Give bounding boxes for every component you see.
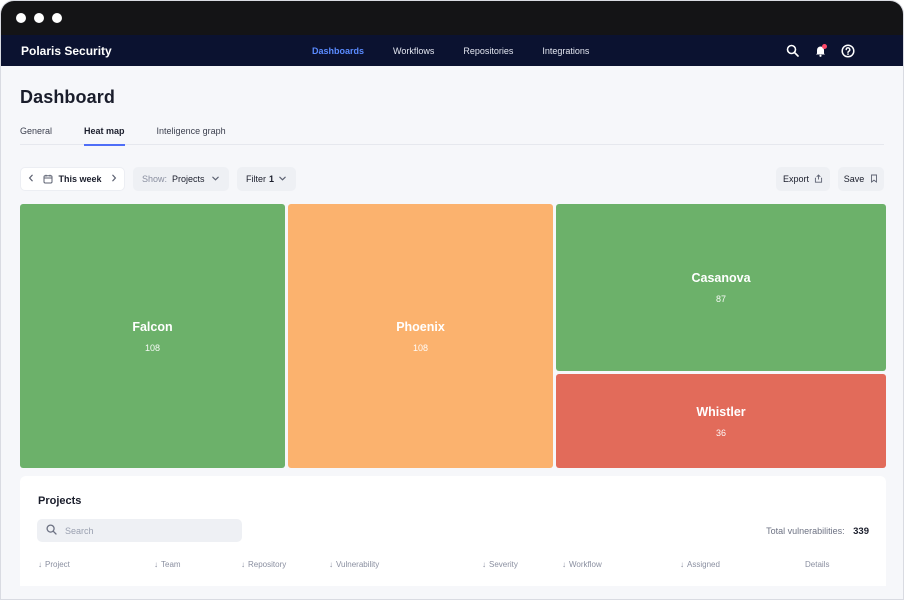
show-value: Projects <box>172 174 205 184</box>
week-selector: This week <box>20 167 125 191</box>
bookmark-icon <box>870 174 878 185</box>
tile-name: Whistler <box>696 404 746 419</box>
show-dropdown[interactable]: Show: Projects <box>133 167 229 191</box>
show-prefix: Show: <box>142 174 168 184</box>
filter-dropdown[interactable]: Filter 1 <box>237 167 296 191</box>
page-title: Dashboard <box>20 87 115 107</box>
toolbar-actions: Export Save <box>776 167 884 191</box>
tile-value: 108 <box>144 342 161 353</box>
sort-arrow-icon: ↓ <box>154 560 158 569</box>
brand-name[interactable]: Polaris Security <box>21 43 112 58</box>
total-label: Total vulnerabilities: <box>766 526 845 536</box>
tile-value: 36 <box>715 427 726 438</box>
sort-arrow-icon: ↓ <box>38 560 42 569</box>
projects-card: Projects Total vulnerabilities: 339 ↓Pro… <box>20 476 886 586</box>
sort-arrow-icon: ↓ <box>482 560 486 569</box>
tab-heat-map[interactable]: Heat map <box>84 126 125 146</box>
window-minimize-dot[interactable] <box>34 13 44 23</box>
title-bar <box>1 1 903 35</box>
search-input[interactable] <box>65 525 225 536</box>
nav-link-workflows[interactable]: Workflows <box>393 45 435 56</box>
share-icon <box>814 173 823 185</box>
table-header: ↓ Project ↓ Team ↓ Repository ↓ Vulnerabilit… <box>38 560 886 572</box>
sort-arrow-icon: ↓ <box>241 560 245 569</box>
notification-dot <box>822 43 827 49</box>
column-header-workflow[interactable]: ↓ Workflow <box>562 560 602 569</box>
tile-value: 108 <box>412 342 429 353</box>
nav-links: Dashboards Workflows Repositories Integr… <box>312 35 618 66</box>
search-icon <box>46 522 57 540</box>
tab-inteligence-graph[interactable]: Inteligence graph <box>156 126 226 136</box>
search-icon[interactable] <box>785 44 799 58</box>
projects-title: Projects <box>38 495 82 507</box>
column-header-severity[interactable]: ↓ Severity <box>482 560 518 569</box>
bell-icon[interactable] <box>813 43 827 58</box>
column-header-vulnerability[interactable]: ↓ Vulnerability <box>329 560 380 569</box>
nav-icons <box>785 35 855 66</box>
heatmap-tile-casanova[interactable]: Casanova 87 <box>556 204 886 371</box>
column-header-details: Details <box>805 560 830 569</box>
chevron-right-icon[interactable] <box>110 174 118 184</box>
nav-link-repositories[interactable]: Repositories <box>463 45 514 56</box>
sort-arrow-icon: ↓ <box>680 560 684 569</box>
projects-search <box>37 519 242 542</box>
filter-count: 1 <box>269 174 275 184</box>
tile-name: Casanova <box>691 271 751 285</box>
chevron-left-icon[interactable] <box>27 174 35 184</box>
heatmap: Falcon 108 Phoenix 108 Casanova 87 Whist… <box>20 204 886 468</box>
week-label: This week <box>58 174 102 184</box>
filter-label: Filter <box>246 174 266 184</box>
window-close-dot[interactable] <box>16 13 26 23</box>
top-navbar: Polaris Security Dashboards Workflows Re… <box>1 35 903 66</box>
heatmap-tile-whistler[interactable]: Whistler 36 <box>556 374 886 468</box>
nav-link-integrations[interactable]: Integrations <box>542 45 590 56</box>
total-value: 339 <box>853 526 869 537</box>
sort-arrow-icon: ↓ <box>562 560 566 569</box>
column-header-repository[interactable]: ↓ Repository <box>241 560 287 569</box>
nav-link-dashboards[interactable]: Dashboards <box>312 45 365 56</box>
chevron-down-icon <box>278 174 287 185</box>
sort-arrow-icon: ↓ <box>329 560 333 569</box>
tile-name: Phoenix <box>396 319 445 334</box>
window-maximize-dot[interactable] <box>52 13 62 23</box>
heatmap-tile-phoenix[interactable]: Phoenix 108 <box>288 204 553 468</box>
help-icon[interactable] <box>841 43 855 58</box>
tile-name: Falcon <box>132 319 173 334</box>
export-button[interactable]: Export <box>776 167 830 191</box>
calendar-icon <box>43 174 53 184</box>
column-header-project[interactable]: ↓ Project <box>38 560 70 569</box>
tab-general[interactable]: General <box>20 126 53 136</box>
total-vulnerabilities: Total vulnerabilities: 339 <box>766 526 869 537</box>
week-label-group[interactable]: This week <box>43 174 102 184</box>
save-label: Save <box>843 174 865 184</box>
save-button[interactable]: Save <box>838 167 884 191</box>
export-label: Export <box>783 174 810 184</box>
heatmap-toolbar: This week Show: Projects Filter 1 <box>20 167 884 191</box>
chevron-down-icon <box>211 174 220 185</box>
column-header-team[interactable]: ↓ Team <box>154 560 181 569</box>
dashboard-tabs: General Heat map Inteligence graph <box>20 126 884 146</box>
tile-value: 87 <box>715 294 726 304</box>
column-header-assigned[interactable]: ↓ Assigned <box>680 560 720 569</box>
heatmap-tile-falcon[interactable]: Falcon 108 <box>20 204 285 468</box>
main-content: Dashboard General Heat map Inteligence g… <box>1 87 903 468</box>
